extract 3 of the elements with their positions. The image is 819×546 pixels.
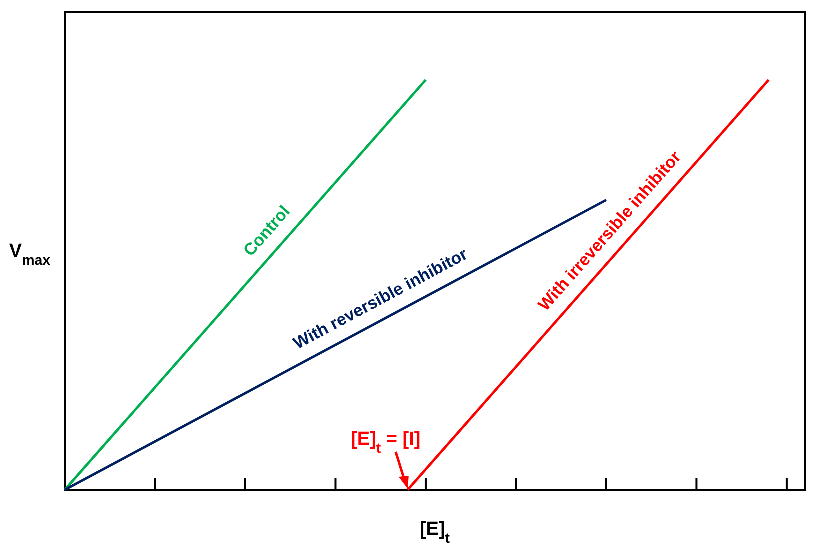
x-axis-title: [E]$_{t}$ (420, 519, 450, 546)
annotation: [E]$_{t}$ = [I] (351, 429, 421, 457)
y-axis-title: V$_{max}$ (9, 241, 51, 269)
